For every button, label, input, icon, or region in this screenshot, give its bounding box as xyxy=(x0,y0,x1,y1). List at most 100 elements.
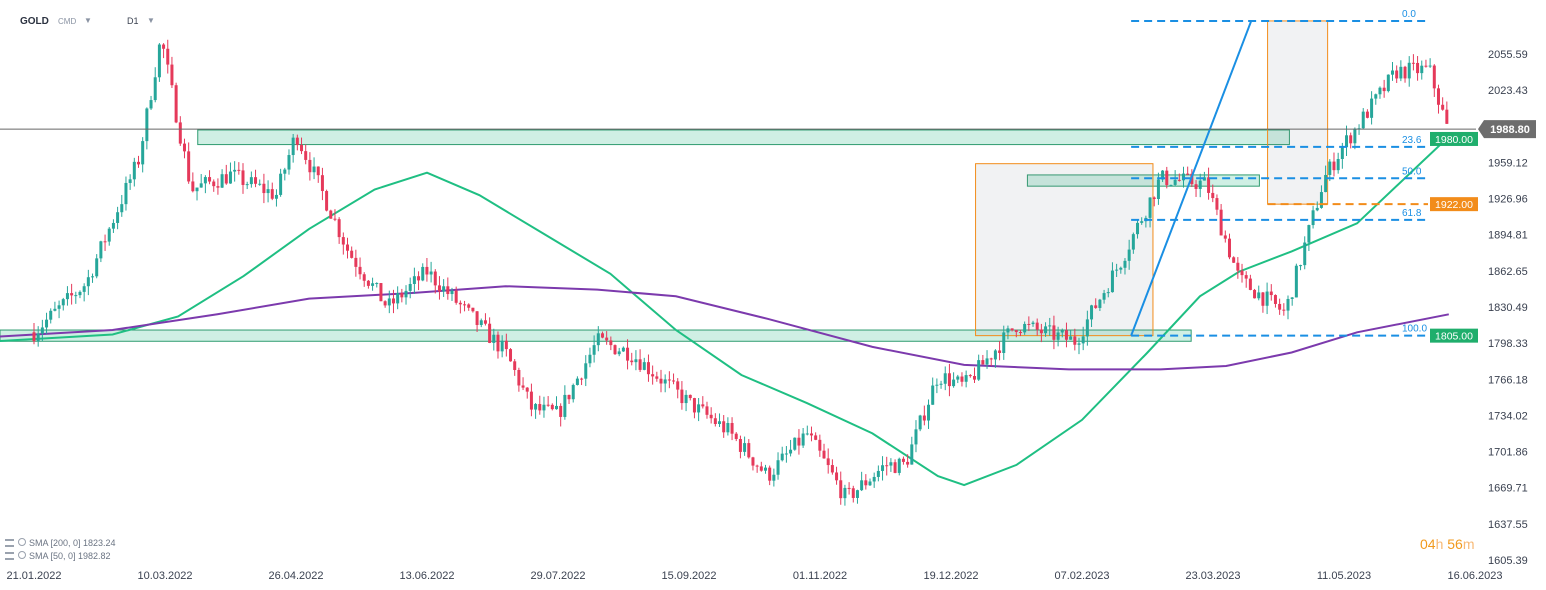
candle-body[interactable] xyxy=(141,141,145,165)
candle-body[interactable] xyxy=(57,305,61,309)
candle-body[interactable] xyxy=(600,333,604,338)
candle-body[interactable] xyxy=(53,308,57,311)
candle-body[interactable] xyxy=(1211,192,1215,199)
candle-body[interactable] xyxy=(1315,207,1319,211)
candle-body[interactable] xyxy=(1365,111,1369,118)
candle-body[interactable] xyxy=(1010,328,1014,331)
candle-body[interactable] xyxy=(1345,135,1349,148)
candle-body[interactable] xyxy=(697,404,701,413)
candle-body[interactable] xyxy=(107,228,111,242)
eye-icon[interactable] xyxy=(18,551,26,559)
candle-body[interactable] xyxy=(893,462,897,473)
candle-body[interactable] xyxy=(304,151,308,160)
candle-body[interactable] xyxy=(910,444,914,465)
candle-body[interactable] xyxy=(1349,135,1353,144)
candle-body[interactable] xyxy=(851,488,855,498)
candle-body[interactable] xyxy=(1236,262,1240,271)
candle-body[interactable] xyxy=(417,276,421,281)
candle-body[interactable] xyxy=(956,376,960,380)
candle-body[interactable] xyxy=(400,293,404,298)
candle-body[interactable] xyxy=(366,280,370,286)
candle-body[interactable] xyxy=(784,453,788,455)
instrument-symbol[interactable]: GOLD xyxy=(20,16,49,27)
candle-body[interactable] xyxy=(906,461,910,465)
candle-body[interactable] xyxy=(241,170,245,185)
candle-body[interactable] xyxy=(391,298,395,304)
candle-body[interactable] xyxy=(659,378,663,384)
candle-body[interactable] xyxy=(262,183,266,194)
candle-body[interactable] xyxy=(630,360,634,363)
candle-body[interactable] xyxy=(1436,88,1440,105)
candle-body[interactable] xyxy=(663,379,667,384)
candle-body[interactable] xyxy=(885,465,889,467)
candle-body[interactable] xyxy=(713,418,717,425)
candle-body[interactable] xyxy=(1014,330,1018,333)
level-tag[interactable] xyxy=(1430,328,1478,343)
candle-body[interactable] xyxy=(1370,98,1374,118)
candle-body[interactable] xyxy=(45,319,49,328)
candle-body[interactable] xyxy=(922,415,926,421)
candle-body[interactable] xyxy=(1265,291,1269,306)
candle-body[interactable] xyxy=(471,307,475,312)
candle-body[interactable] xyxy=(99,241,103,259)
candle-body[interactable] xyxy=(450,290,454,295)
candle-body[interactable] xyxy=(1248,278,1252,290)
candle-body[interactable] xyxy=(860,480,864,491)
candle-body[interactable] xyxy=(350,250,354,258)
candle-body[interactable] xyxy=(1069,336,1073,340)
candle-body[interactable] xyxy=(49,310,53,320)
candle-body[interactable] xyxy=(876,470,880,477)
candle-body[interactable] xyxy=(458,302,462,305)
candle-body[interactable] xyxy=(927,404,931,421)
candle-body[interactable] xyxy=(1052,325,1056,340)
candle-body[interactable] xyxy=(195,187,199,192)
candle-body[interactable] xyxy=(575,378,579,385)
candle-body[interactable] xyxy=(801,433,805,446)
timeframe-selector[interactable]: D1 xyxy=(127,16,139,26)
candle-body[interactable] xyxy=(149,100,153,109)
chevron-down-icon[interactable]: ▼ xyxy=(147,16,155,25)
candle-body[interactable] xyxy=(187,151,191,182)
candle-body[interactable] xyxy=(730,423,734,434)
candle-body[interactable] xyxy=(333,218,337,220)
candle-body[interactable] xyxy=(646,362,650,375)
candle-body[interactable] xyxy=(1140,221,1144,223)
candle-body[interactable] xyxy=(789,449,793,454)
candle-body[interactable] xyxy=(826,458,830,466)
sma50-line[interactable] xyxy=(0,135,1450,487)
candle-body[interactable] xyxy=(74,295,78,297)
candle-body[interactable] xyxy=(32,332,36,342)
candle-body[interactable] xyxy=(1048,325,1052,327)
candle-body[interactable] xyxy=(412,276,416,284)
candle-body[interactable] xyxy=(964,375,968,382)
candle-body[interactable] xyxy=(145,108,149,142)
candle-body[interactable] xyxy=(1286,298,1290,311)
candle-body[interactable] xyxy=(116,212,120,223)
candle-body[interactable] xyxy=(588,354,592,364)
candle-body[interactable] xyxy=(316,166,320,176)
candle-body[interactable] xyxy=(354,257,358,267)
candle-body[interactable] xyxy=(935,384,939,386)
candle-body[interactable] xyxy=(95,258,99,277)
candle-body[interactable] xyxy=(1156,179,1160,200)
candle-body[interactable] xyxy=(1131,234,1135,250)
candle-body[interactable] xyxy=(86,277,90,287)
candle-body[interactable] xyxy=(1391,70,1394,75)
candle-body[interactable] xyxy=(805,433,809,435)
candle-body[interactable] xyxy=(822,450,826,459)
candle-body[interactable] xyxy=(437,285,441,292)
candle-body[interactable] xyxy=(621,347,625,352)
candle-body[interactable] xyxy=(835,472,839,481)
candle-body[interactable] xyxy=(1336,159,1340,171)
candle-body[interactable] xyxy=(182,143,186,152)
support-zone[interactable] xyxy=(1026,174,1260,187)
candle-body[interactable] xyxy=(1094,305,1098,308)
candle-body[interactable] xyxy=(1127,249,1131,261)
candle-body[interactable] xyxy=(1261,292,1265,306)
candle-body[interactable] xyxy=(467,304,471,308)
candle-body[interactable] xyxy=(855,490,859,498)
candle-body[interactable] xyxy=(1177,179,1181,181)
candle-body[interactable] xyxy=(843,487,847,499)
candle-body[interactable] xyxy=(1035,322,1039,330)
candle-body[interactable] xyxy=(513,361,517,370)
